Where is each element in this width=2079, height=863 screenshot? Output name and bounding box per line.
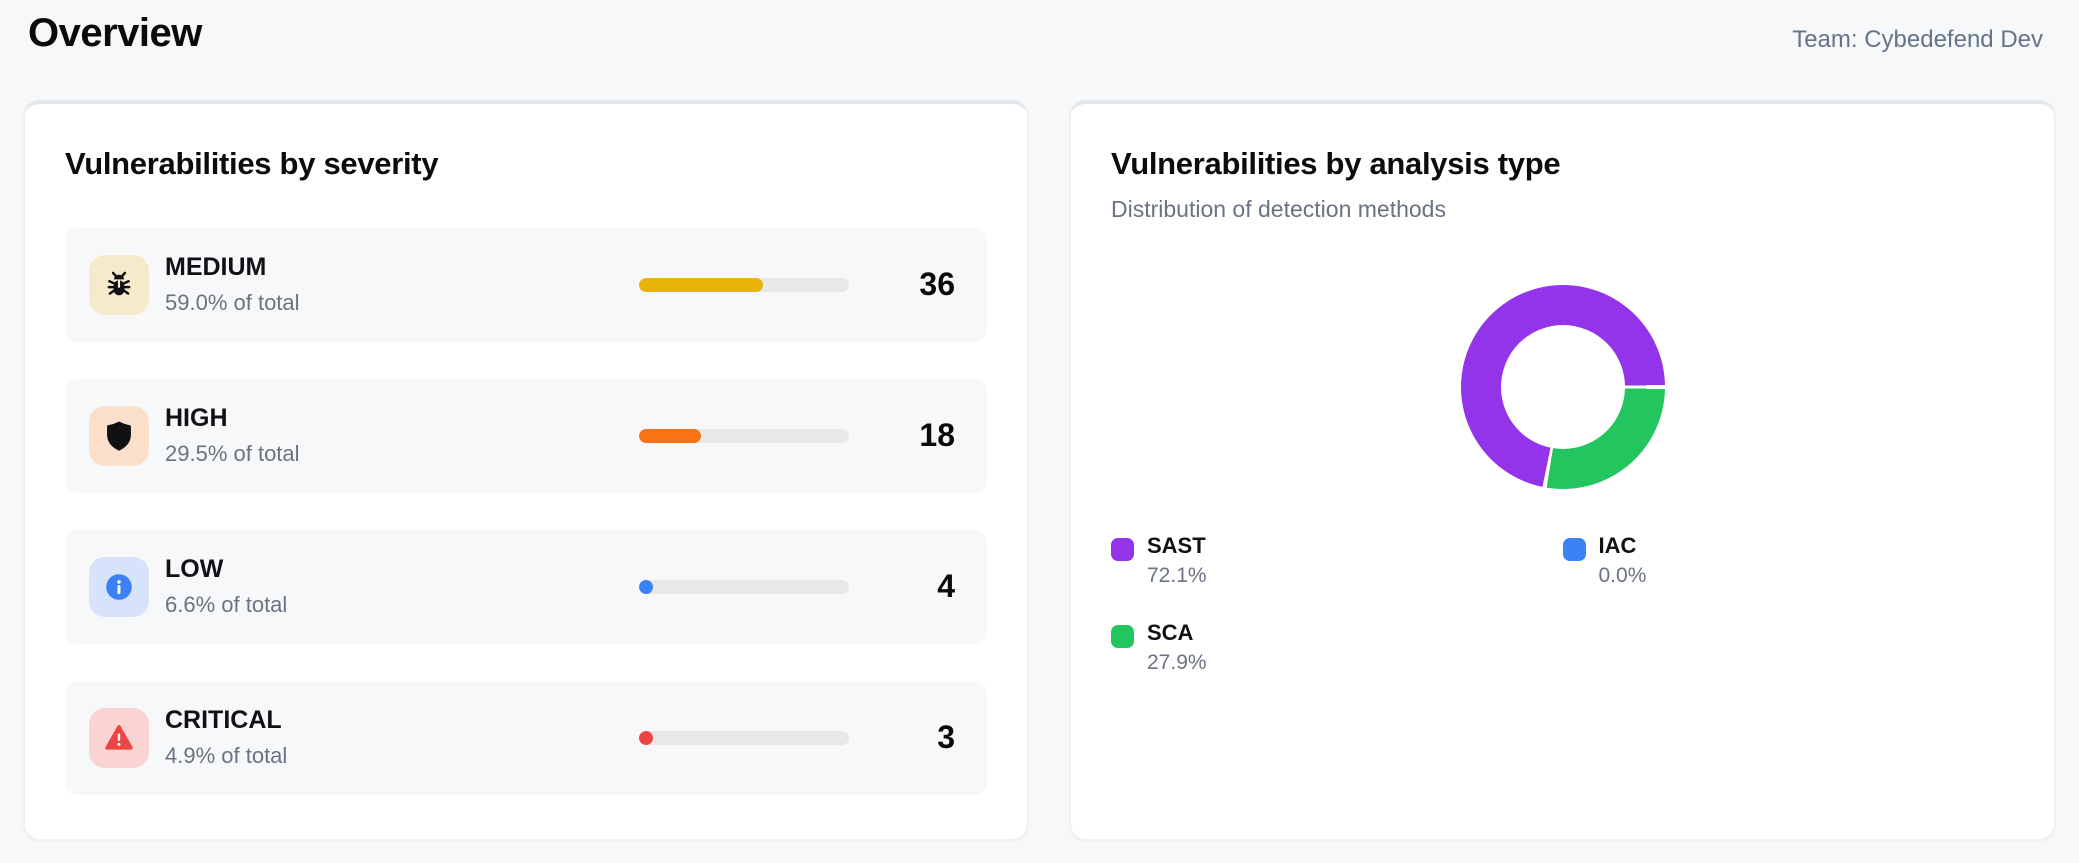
severity-progress-bar	[639, 428, 849, 443]
severity-progress-bar	[639, 730, 849, 745]
severity-percent: 4.9% of total	[165, 743, 288, 769]
overview-page: Overview Team: Cybedefend Dev Vulnerabil…	[0, 0, 2079, 840]
severity-percent: 6.6% of total	[165, 592, 288, 618]
severity-progress-fill	[639, 579, 653, 594]
page-title: Overview	[28, 11, 202, 55]
legend-name: IAC	[1598, 532, 1637, 558]
legend-texts: SAST 72.1%	[1147, 533, 1207, 588]
legend-percent: 0.0%	[1598, 563, 1647, 587]
alert-triangle-icon	[105, 724, 133, 750]
legend-texts: SCA 27.9%	[1147, 620, 1207, 675]
analysis-chart-area	[1111, 284, 2014, 489]
severity-labels: MEDIUM 59.0% of total	[165, 253, 300, 316]
legend-texts: IAC 0.0%	[1599, 533, 1647, 588]
severity-progress-fill	[639, 428, 701, 443]
severity-icon-box	[89, 556, 149, 617]
bug-icon	[107, 271, 131, 295]
severity-label: HIGH	[165, 404, 228, 433]
severity-label: CRITICAL	[165, 706, 282, 735]
severity-progress-fill	[639, 730, 653, 745]
severity-label: LOW	[165, 555, 224, 584]
legend-item: IAC 0.0%	[1562, 533, 2015, 588]
severity-progress-bar	[639, 579, 849, 594]
analysis-legend: SAST 72.1% IAC 0.0% SCA 27.9%	[1111, 533, 2014, 675]
severity-rows: MEDIUM 59.0% of total 36	[65, 227, 987, 795]
team-label: Team: Cybedefend Dev	[1792, 26, 2043, 53]
severity-row: HIGH 29.5% of total 18	[65, 378, 987, 493]
dashboard-main: Vulnerabilities by severity	[0, 100, 2079, 840]
severity-labels: LOW 6.6% of total	[165, 555, 287, 618]
severity-percent: 29.5% of total	[165, 441, 300, 467]
legend-name: SAST	[1147, 532, 1206, 558]
analysis-donut-chart[interactable]	[1460, 284, 1665, 489]
severity-percent: 59.0% of total	[165, 290, 300, 316]
legend-item: SAST 72.1%	[1111, 533, 1563, 588]
severity-count: 4	[937, 568, 955, 605]
legend-percent: 72.1%	[1147, 563, 1207, 587]
severity-progress-fill	[639, 277, 763, 292]
severity-icon-box	[89, 707, 149, 768]
severity-row: MEDIUM 59.0% of total 36	[65, 227, 987, 342]
severity-row: LOW 6.6% of total 4	[65, 529, 987, 644]
severity-card: Vulnerabilities by severity	[24, 100, 1028, 840]
severity-count: 3	[937, 719, 955, 756]
legend-percent: 27.9%	[1147, 650, 1207, 674]
severity-row: CRITICAL 4.9% of total 3	[65, 680, 987, 795]
analysis-card: Vulnerabilities by analysis type Distrib…	[1070, 100, 2055, 840]
analysis-card-subtitle: Distribution of detection methods	[1111, 195, 1446, 222]
severity-icon-box	[89, 405, 149, 466]
severity-label: MEDIUM	[165, 253, 267, 282]
legend-item: SCA 27.9%	[1111, 620, 1563, 675]
shield-icon	[107, 421, 131, 451]
legend-swatch	[1111, 624, 1134, 648]
legend-swatch	[1562, 537, 1586, 561]
severity-labels: HIGH 29.5% of total	[165, 404, 300, 467]
legend-swatch	[1111, 537, 1134, 561]
severity-icon-box	[89, 254, 149, 315]
severity-count: 36	[919, 266, 955, 303]
severity-labels: CRITICAL 4.9% of total	[165, 706, 287, 769]
severity-card-title: Vulnerabilities by severity	[65, 146, 439, 181]
legend-name: SCA	[1147, 619, 1194, 645]
analysis-card-title: Vulnerabilities by analysis type	[1111, 146, 1561, 181]
severity-progress-bar	[639, 277, 849, 292]
severity-count: 18	[919, 417, 955, 454]
page-header: Overview Team: Cybedefend Dev	[0, 0, 2079, 56]
info-icon	[106, 573, 132, 600]
